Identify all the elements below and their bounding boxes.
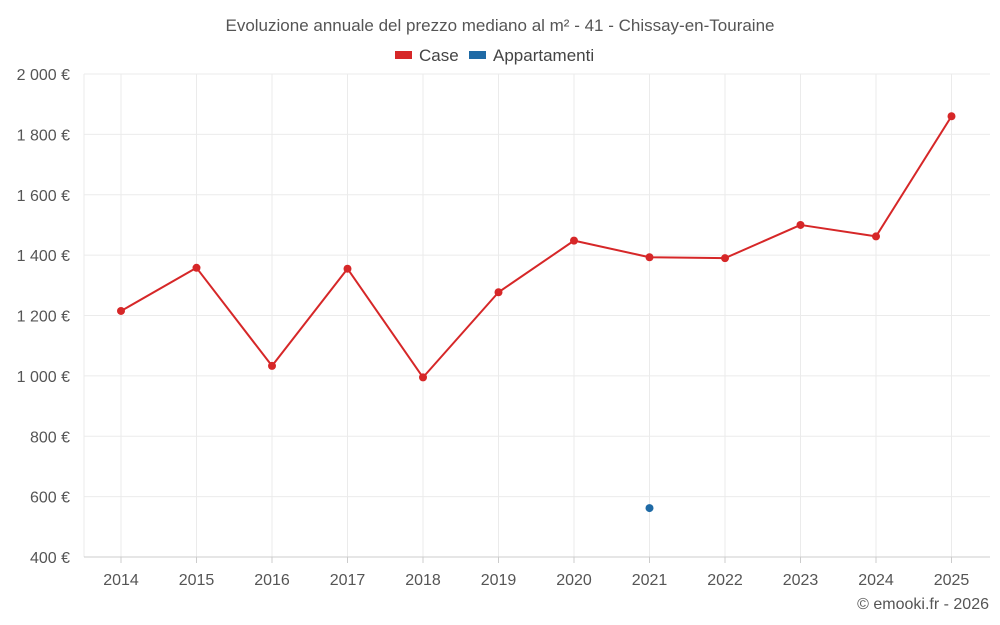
y-tick-label: 400 € bbox=[30, 550, 70, 567]
x-tick-label: 2022 bbox=[707, 572, 743, 589]
y-tick-label: 1 400 € bbox=[17, 248, 70, 265]
data-point-case[interactable] bbox=[419, 373, 427, 382]
data-point-case[interactable] bbox=[570, 236, 578, 245]
credit-text: © emooki.fr - 2026 bbox=[857, 596, 989, 613]
data-point-case[interactable] bbox=[494, 288, 503, 297]
data-point-case[interactable] bbox=[645, 253, 654, 262]
data-point-case[interactable] bbox=[796, 220, 805, 229]
series-line-case bbox=[120, 115, 953, 379]
x-tick-label: 2016 bbox=[254, 572, 290, 589]
y-tick-label: 800 € bbox=[30, 429, 70, 446]
data-point-case[interactable] bbox=[872, 232, 880, 241]
x-tick-label: 2014 bbox=[103, 572, 139, 589]
y-tick-label: 1 200 € bbox=[17, 309, 70, 326]
data-point-appartamenti[interactable] bbox=[645, 504, 654, 513]
data-point-case[interactable] bbox=[343, 264, 352, 273]
chart-title: Evoluzione annuale del prezzo mediano al… bbox=[225, 16, 774, 35]
data-point-case[interactable] bbox=[268, 361, 276, 370]
y-tick-label: 1 600 € bbox=[17, 188, 70, 205]
legend: Case Appartamenti bbox=[395, 46, 594, 65]
x-tick-label: 2021 bbox=[632, 572, 668, 589]
data-point-case[interactable] bbox=[947, 112, 956, 121]
legend-label-case[interactable]: Case bbox=[419, 46, 459, 65]
data-point-case[interactable] bbox=[721, 254, 729, 263]
x-tick-label: 2018 bbox=[405, 572, 441, 589]
grid bbox=[83, 73, 990, 558]
legend-swatch-appartamenti bbox=[469, 51, 486, 59]
y-tick-label: 600 € bbox=[30, 490, 70, 507]
data-point-case[interactable] bbox=[117, 306, 125, 315]
y-tick-label: 1 000 € bbox=[17, 369, 70, 386]
x-tick-label: 2017 bbox=[330, 572, 366, 589]
series bbox=[117, 112, 956, 513]
y-tick-label: 1 800 € bbox=[17, 127, 70, 144]
x-tick-label: 2019 bbox=[481, 572, 517, 589]
y-tick-label: 2 000 € bbox=[17, 67, 70, 84]
data-point-case[interactable] bbox=[192, 263, 201, 272]
legend-swatch-case bbox=[395, 51, 412, 59]
axes: 400 € 600 € 800 € 1 000 € 1 200 € 1 400 € 1 60… bbox=[17, 67, 990, 589]
x-tick-label: 2020 bbox=[556, 572, 592, 589]
x-tick-label: 2015 bbox=[179, 572, 215, 589]
x-tick-label: 2023 bbox=[783, 572, 819, 589]
x-tick-label: 2025 bbox=[934, 572, 970, 589]
x-tick-label: 2024 bbox=[858, 572, 894, 589]
legend-label-appartamenti[interactable]: Appartamenti bbox=[493, 46, 594, 65]
